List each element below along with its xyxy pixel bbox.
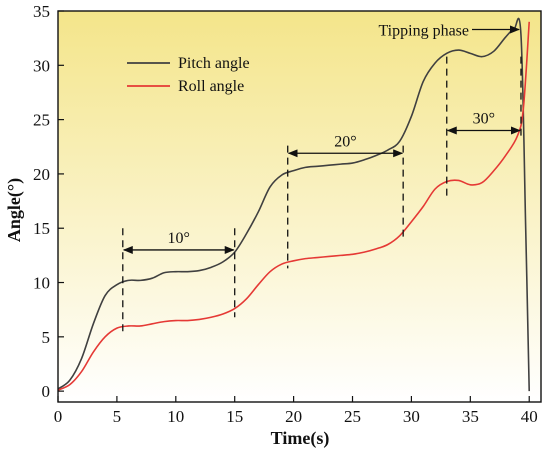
x-axis-title: Time(s) bbox=[271, 428, 330, 449]
annotation-layer: 10° 20° 30° Tipping phase bbox=[122, 22, 522, 333]
series-line-pitch bbox=[57, 17, 531, 392]
x-tick-label: 10 bbox=[167, 407, 184, 426]
annotation-label: 10° bbox=[168, 230, 190, 247]
legend-label: Pitch angle bbox=[178, 55, 250, 72]
x-tick-label: 0 bbox=[54, 407, 63, 426]
x-tick-label: 20 bbox=[285, 407, 302, 426]
legend: Pitch angle Roll angle bbox=[127, 55, 250, 95]
plot-background bbox=[58, 11, 541, 402]
x-tick-label: 35 bbox=[462, 407, 479, 426]
y-tick-label: 20 bbox=[33, 165, 50, 184]
y-tick-label: 25 bbox=[33, 111, 50, 130]
annotation-label: 30° bbox=[473, 110, 495, 127]
y-tick-label: 0 bbox=[42, 382, 51, 401]
y-tick-label: 35 bbox=[33, 2, 50, 21]
y-tick-label: 10 bbox=[33, 274, 50, 293]
y-axis-ticks: 0 5 10 15 20 25 30 35 bbox=[33, 2, 64, 401]
annotation-label: 20° bbox=[334, 133, 356, 150]
plot-frame bbox=[57, 10, 542, 403]
x-tick-label: 5 bbox=[113, 407, 122, 426]
x-tick-label: 40 bbox=[521, 407, 538, 426]
y-axis-title: Angle(°) bbox=[4, 178, 25, 242]
series-layer bbox=[57, 17, 531, 392]
legend-label: Roll angle bbox=[178, 78, 244, 95]
y-tick-label: 5 bbox=[42, 328, 51, 347]
x-tick-label: 15 bbox=[226, 407, 243, 426]
annotation-label: Tipping phase bbox=[378, 22, 469, 39]
y-tick-label: 15 bbox=[33, 219, 50, 238]
x-tick-label: 25 bbox=[344, 407, 361, 426]
x-axis-ticks: 0 5 10 15 20 25 30 35 40 bbox=[54, 396, 538, 426]
series-line-roll bbox=[57, 21, 531, 391]
y-tick-label: 30 bbox=[33, 56, 50, 75]
x-tick-label: 30 bbox=[403, 407, 420, 426]
